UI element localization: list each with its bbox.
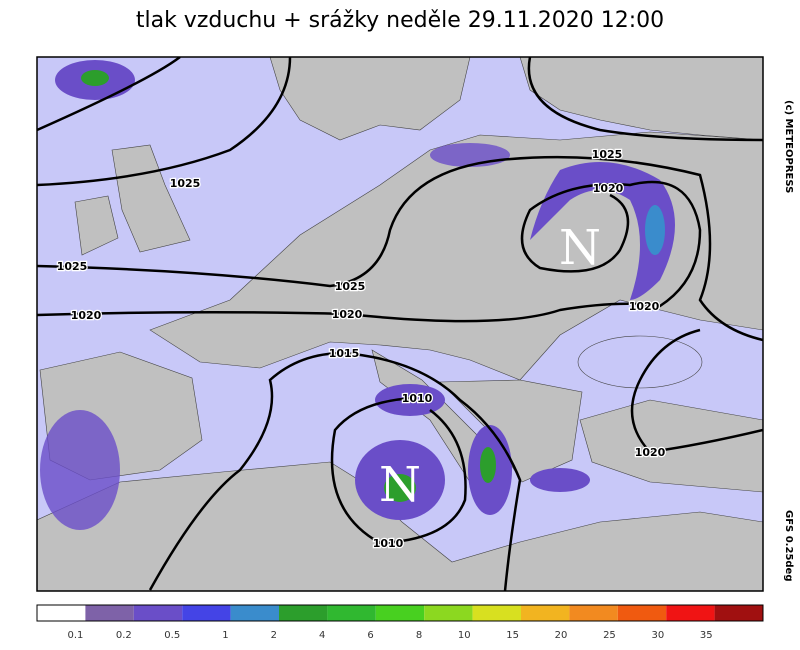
precipitation: [81, 70, 109, 86]
colorbar-label: 1: [222, 630, 228, 641]
colorbar-label: 25: [603, 630, 616, 641]
land: [269, 57, 471, 141]
colorbar-swatch: [375, 605, 425, 621]
credit: (c) METEOPRESS: [783, 100, 794, 193]
isobar: [37, 180, 702, 323]
colorbar-label: 0.5: [164, 630, 180, 641]
pressure-center: N: [379, 457, 421, 513]
colorbar-label: 20: [555, 630, 568, 641]
map: 1025 1025 1020 1025 1020 1015 1025 1020 1020 1010…: [36, 56, 764, 592]
colorbar-swatch: [521, 605, 570, 621]
pressure-center: N: [559, 220, 601, 276]
colorbar-label: 15: [506, 630, 519, 641]
precipitation: [645, 205, 665, 255]
isobar-label: 1010: [373, 537, 404, 550]
colorbar-label: 2: [271, 630, 277, 641]
colorbar-swatch: [133, 605, 183, 621]
model-name: GFS 0.25deg: [783, 510, 794, 582]
colorbar-label: 6: [367, 630, 373, 641]
isobar-label: 1025: [592, 148, 623, 161]
colorbar-swatch: [617, 605, 667, 621]
isobar-label: 1020: [71, 309, 102, 322]
precipitation: [530, 468, 590, 492]
map-frame: [36, 56, 764, 592]
isobar: [37, 57, 292, 187]
colorbar-swatch: [472, 605, 521, 621]
isobar: [330, 396, 467, 545]
isobar-label: 1025: [335, 280, 366, 293]
colorbar-label: 35: [700, 630, 713, 641]
map-title: tlak vzduchu + srážky neděle 29.11.2020 …: [136, 8, 664, 33]
isobar: [37, 57, 181, 132]
colorbar-swatch: [85, 605, 134, 621]
colorbar-label: 30: [651, 630, 664, 641]
colorbar-label: 0.2: [116, 630, 132, 641]
colorbar: 0.1 0.2 0.5 1 2 4 6 8 10 15 20 25 30 35: [36, 604, 764, 641]
colorbar-swatch: [37, 605, 86, 621]
precipitation: [430, 143, 510, 167]
colorbar-label: 10: [458, 630, 471, 641]
isobar-label: 1025: [57, 260, 88, 273]
isobar: [37, 155, 763, 342]
colorbar-swatch: [327, 605, 376, 621]
colorbar-swatch: [230, 605, 279, 621]
precipitation: [530, 162, 675, 300]
colorbar-label: 0.1: [67, 630, 83, 641]
isobar-label: 1020: [593, 182, 624, 195]
isobar: [148, 351, 522, 591]
black-sea: [577, 335, 703, 389]
land: [74, 195, 119, 256]
precipitation: [40, 410, 120, 530]
isobar-label: 1025: [170, 177, 201, 190]
colorbar-swatch: [182, 605, 231, 621]
isobar-label: 1020: [635, 446, 666, 459]
colorbar-label: 4: [319, 630, 325, 641]
colorbar-swatch: [424, 605, 473, 621]
land: [579, 399, 763, 493]
colorbar-frame: [36, 604, 764, 622]
colorbar-swatch: [279, 605, 328, 621]
land: [111, 144, 191, 253]
colorbar-swatch: [569, 605, 618, 621]
isobar-label: 1010: [402, 392, 433, 405]
colorbar-swatch: [666, 605, 715, 621]
land: [149, 131, 763, 381]
isobar: [630, 328, 763, 454]
isobar-label: 1020: [332, 308, 363, 321]
isobar: [527, 57, 763, 142]
precipitation: [480, 447, 496, 483]
colorbar-label: 8: [416, 630, 422, 641]
isobar-label: 1020: [629, 300, 660, 313]
colorbar-swatch: [714, 605, 763, 621]
isobar-label: 1015: [329, 347, 360, 360]
precipitation: [375, 384, 445, 416]
land: [37, 461, 763, 591]
land: [519, 57, 763, 141]
precipitation: [384, 474, 416, 502]
